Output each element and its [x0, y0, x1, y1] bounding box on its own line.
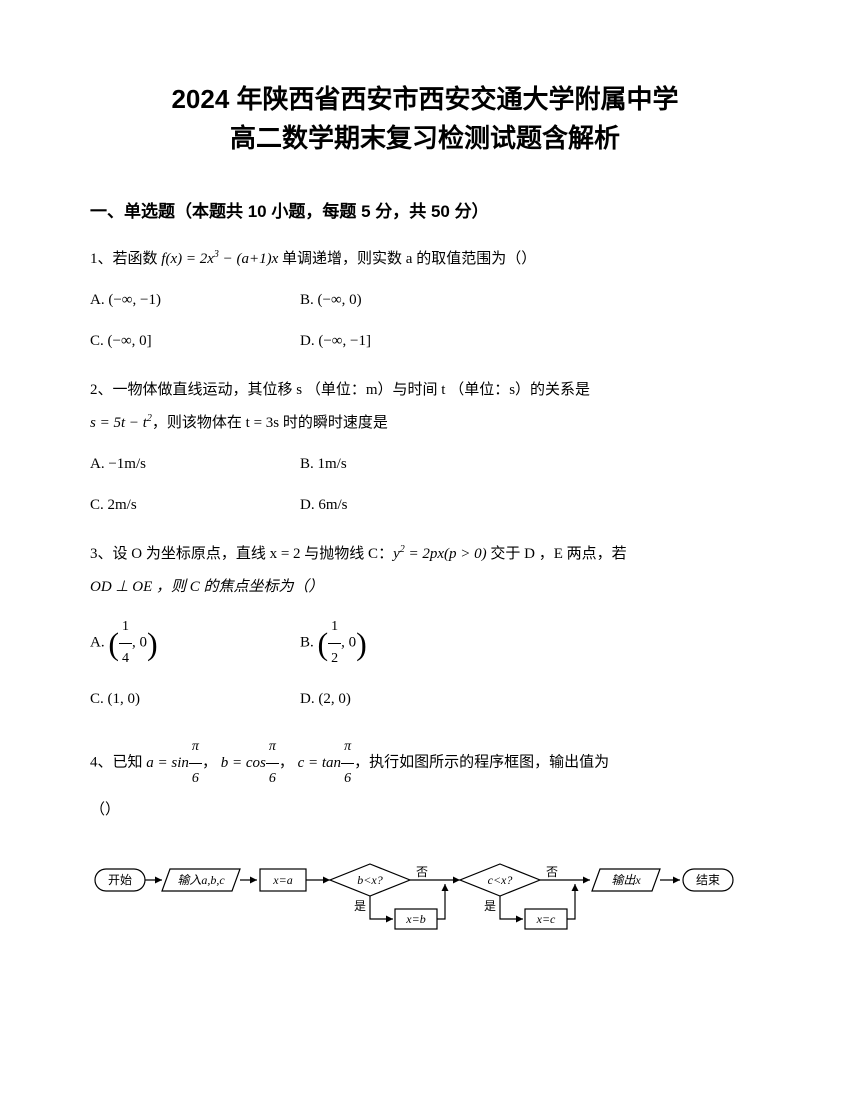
question-1: 1、若函数 f(x) = 2x3 − (a+1)x 单调递增，则实数 a 的取值…: [90, 243, 760, 358]
q2-option-b: B. 1m/s: [300, 448, 510, 481]
q2-options-row1: A. −1m/s B. 1m/s: [90, 448, 760, 481]
q3-option-c: C. (1, 0): [90, 683, 300, 716]
section-header: 一、单选题（本题共 10 小题，每题 5 分，共 50 分）: [90, 198, 760, 225]
fc-assign2: x=b: [405, 912, 425, 926]
question-2: 2、一物体做直线运动，其位移 s （单位：m）与时间 t （单位：s）的关系是 …: [90, 374, 760, 522]
q3-text3: OD ⊥ OE ，则 C 的焦点坐标为（）: [90, 579, 323, 595]
q3-text2: 交于 D ，E 两点，若: [487, 546, 627, 562]
q4-text3: （）: [90, 802, 120, 818]
fc-output: 输出x: [611, 873, 641, 887]
q3-eq: y2 = 2px(p > 0): [393, 546, 487, 562]
q1-option-d: D. (−∞, −1]: [300, 325, 510, 358]
q1-text-after: 单调递增，则实数 a 的取值范围为（）: [278, 251, 536, 267]
title-line1: 2024 年陕西省西安市西安交通大学附属中学: [90, 80, 760, 119]
q3-num: 3、: [90, 546, 113, 562]
flowchart-diagram: 开始 输入a,b,c x=a b<x? 否 是 x=b c<x? 否 是 x=c…: [90, 859, 760, 949]
fc-input: 输入a,b,c: [177, 873, 225, 887]
q2-eq: s = 5t − t2: [90, 415, 152, 431]
q1-text-before: 若函数: [113, 251, 162, 267]
question-4: 4、已知 a = sinπ6， b = cosπ6， c = tanπ6，执行如…: [90, 732, 760, 828]
q4-text2: ，执行如图所示的程序框图，输出值为: [354, 755, 609, 771]
fc-cond1: b<x?: [357, 873, 382, 887]
q1-options-row1: A. (−∞, −1) B. (−∞, 0): [90, 284, 760, 317]
q3-options-row2: C. (1, 0) D. (2, 0): [90, 683, 760, 716]
q2-option-c: C. 2m/s: [90, 489, 300, 522]
q4-a: a = sinπ6: [146, 755, 202, 771]
q1-num: 1、: [90, 251, 113, 267]
q4-c: c = tanπ6: [298, 755, 354, 771]
document-title: 2024 年陕西省西安市西安交通大学附属中学 高二数学期末复习检测试题含解析: [90, 80, 760, 158]
q4-text1: 已知: [113, 755, 147, 771]
fc-no2: 否: [546, 865, 558, 879]
q1-func: f(x) = 2x3 − (a+1)x: [161, 251, 278, 267]
q4-num: 4、: [90, 755, 113, 771]
fc-cond2: c<x?: [488, 873, 513, 887]
q2-text1: 一物体做直线运动，其位移 s （单位：m）与时间 t （单位：s）的关系是: [113, 382, 591, 398]
fc-no1: 否: [416, 865, 428, 879]
q2-options-row2: C. 2m/s D. 6m/s: [90, 489, 760, 522]
q2-num: 2、: [90, 382, 113, 398]
q2-option-a: A. −1m/s: [90, 448, 300, 481]
q1-option-c: C. (−∞, 0]: [90, 325, 300, 358]
question-3: 3、设 O 为坐标原点，直线 x = 2 与抛物线 C：y2 = 2px(p >…: [90, 538, 760, 716]
q1-option-a: A. (−∞, −1): [90, 284, 300, 317]
fc-end: 结束: [696, 873, 720, 887]
q1-options-row2: C. (−∞, 0] D. (−∞, −1]: [90, 325, 760, 358]
q3-text1: 设 O 为坐标原点，直线 x = 2 与抛物线 C：: [113, 546, 394, 562]
q2-text2: ，则该物体在 t = 3s 时的瞬时速度是: [152, 415, 388, 431]
title-line2: 高二数学期末复习检测试题含解析: [90, 119, 760, 158]
fc-start: 开始: [108, 873, 132, 887]
q3-option-b: B. (12, 0): [300, 612, 510, 675]
fc-yes1: 是: [354, 899, 366, 913]
q3-options-row1: A. (14, 0) B. (12, 0): [90, 612, 760, 675]
fc-assign3: x=c: [536, 912, 556, 926]
q3-option-d: D. (2, 0): [300, 683, 510, 716]
q3-option-a: A. (14, 0): [90, 612, 300, 675]
q2-option-d: D. 6m/s: [300, 489, 510, 522]
fc-yes2: 是: [484, 899, 496, 913]
q1-option-b: B. (−∞, 0): [300, 284, 510, 317]
fc-assign1: x=a: [272, 873, 292, 887]
q4-b: b = cosπ6: [221, 755, 279, 771]
